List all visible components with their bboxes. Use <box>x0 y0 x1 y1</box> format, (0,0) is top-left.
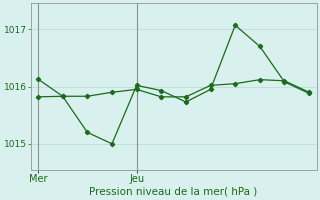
X-axis label: Pression niveau de la mer( hPa ): Pression niveau de la mer( hPa ) <box>90 187 258 197</box>
